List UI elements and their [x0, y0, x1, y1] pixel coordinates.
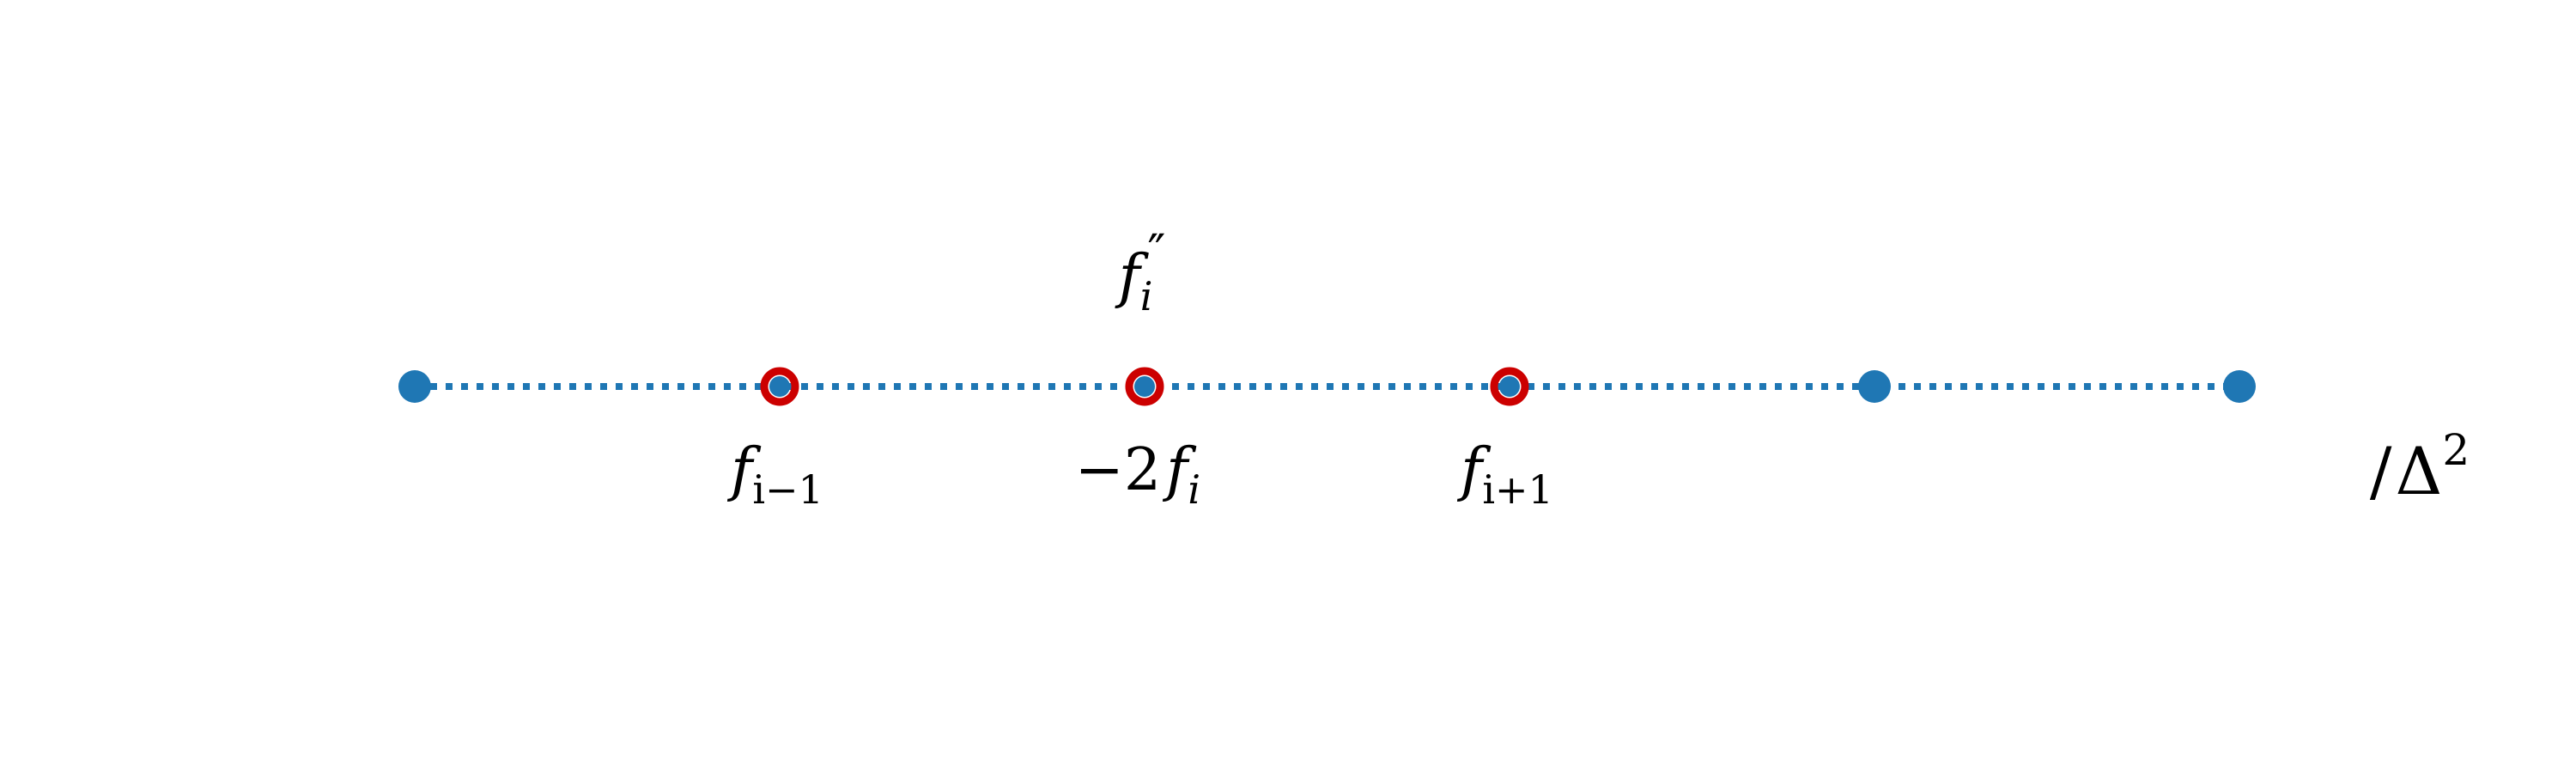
divisor-label: /Δ2 — [2370, 425, 2470, 509]
grid-point-4 — [1858, 370, 1891, 403]
stencil-label-left: fi−1 — [726, 436, 823, 513]
stencil-label-right: fi+1 — [1456, 436, 1553, 513]
grid-point-0 — [398, 370, 431, 403]
stencil-point-ring-2 — [1125, 367, 1164, 406]
stencil-point-ring-3 — [1490, 367, 1529, 406]
labels-layer: fi″ fi−1 −2fi fi+1 /Δ2 — [726, 225, 2470, 513]
stencil-point-ring-1 — [760, 367, 799, 406]
grid-point-1 — [769, 376, 790, 397]
grid-point-2 — [1134, 376, 1155, 397]
grid-point-3 — [1499, 376, 1520, 397]
second-derivative-label: fi″ — [1115, 225, 1166, 320]
grid-points-layer — [398, 367, 2256, 406]
grid-point-5 — [2223, 370, 2256, 403]
stencil-label-center: −2fi — [1075, 436, 1200, 513]
